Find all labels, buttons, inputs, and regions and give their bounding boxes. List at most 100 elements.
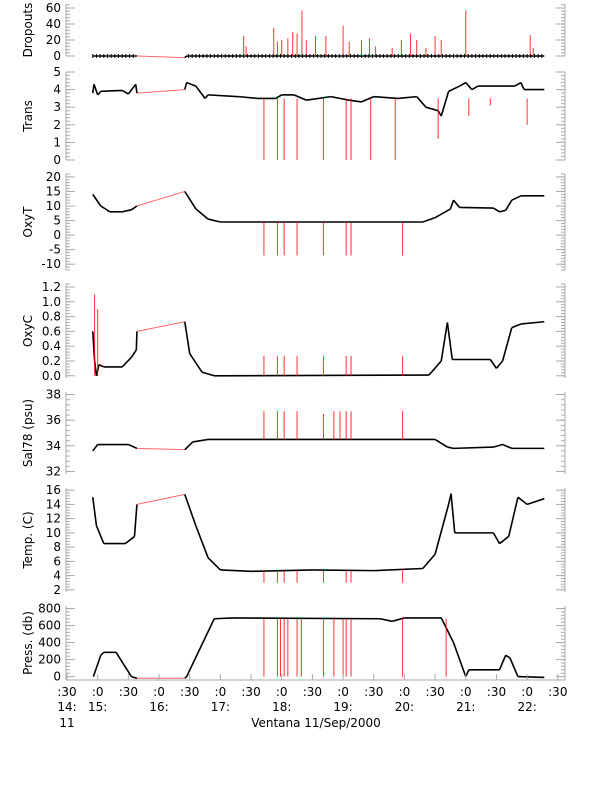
x-tick-minute: :0 (92, 685, 104, 699)
x-tick-hour: 18: (272, 700, 291, 714)
series-line-segment (207, 218, 221, 223)
series-line-segment (422, 553, 436, 570)
y-tick-label: 14 (46, 497, 61, 511)
series-line-segment (124, 535, 135, 545)
x-tick-minute: :30 (180, 685, 199, 699)
series-line-segment (184, 676, 188, 679)
series-line-segment (452, 199, 461, 208)
x-tick-minute: :30 (487, 685, 506, 699)
y-tick-label: 16 (46, 483, 61, 497)
x-tick-minute: :0 (153, 685, 165, 699)
y-tick-label: 1 (53, 135, 61, 149)
series-line-segment (232, 617, 380, 620)
x-tick-hour: 20: (395, 700, 414, 714)
series-line-segment (450, 493, 456, 533)
y-tick-label: 34 (46, 439, 61, 453)
series-line-segment (434, 504, 450, 555)
series-line-segment (207, 557, 221, 571)
y-tick-label: 600 (38, 619, 61, 633)
series-line-segment (275, 94, 283, 100)
y-tick-label: 15 (46, 184, 61, 198)
x-tick-minute: :30 (425, 685, 444, 699)
x-tick-hour: 14: (57, 700, 76, 714)
series-line-segment (499, 209, 506, 213)
y-tick-label: 5 (53, 65, 61, 79)
series-line-segment (505, 654, 511, 659)
y-tick-label: -10 (41, 257, 61, 271)
series-line-segment (92, 444, 99, 452)
series-line-segment (100, 651, 105, 656)
series-line-segment (425, 106, 439, 112)
series-line-segment (128, 443, 138, 450)
y-tick-label: 1.2 (42, 280, 61, 294)
series-line-segment (434, 208, 451, 219)
series-line-segment (184, 82, 188, 90)
gap-line-segment (136, 493, 185, 505)
series-line-segment (526, 497, 545, 506)
y-axis-label: OxyT (21, 206, 35, 238)
series-line-segment (459, 81, 467, 87)
series-line-segment (440, 617, 455, 643)
series-line-segment (504, 199, 513, 211)
y-tick-label: 6 (53, 554, 61, 568)
series-line-segment (361, 95, 375, 103)
x-tick-hour: 16: (149, 700, 168, 714)
series-line-segment (373, 95, 399, 100)
x-tick-hour: 21: (456, 700, 475, 714)
series-line-segment (416, 96, 427, 108)
series-line-segment (201, 371, 215, 377)
y-tick-label: 0 (53, 153, 61, 167)
x-tick-minute: :30 (548, 685, 567, 699)
y-tick-label: 38 (46, 388, 61, 402)
series-line-segment (509, 657, 519, 677)
y-tick-label: 3 (53, 100, 61, 114)
y-axis-label: OxyC (21, 315, 35, 347)
series-line-segment (192, 438, 209, 443)
y-axis-label: Press. (db) (21, 611, 35, 675)
series-line-segment (208, 94, 239, 98)
series-line-segment (391, 617, 405, 623)
x-tick-minute: :30 (119, 685, 138, 699)
gap-line-segment (136, 55, 185, 59)
series-line-segment (422, 216, 436, 223)
x-tick-minute: :30 (57, 685, 76, 699)
series-line-segment (186, 81, 197, 87)
series-line-segment (91, 497, 98, 526)
series-line-segment (398, 95, 417, 100)
series-line-segment (220, 569, 252, 573)
y-tick-label: 200 (38, 653, 61, 667)
y-tick-label: 60 (46, 1, 61, 15)
series-line-segment (195, 208, 209, 220)
series-line-segment (452, 642, 467, 677)
series-line-segment (97, 90, 102, 96)
x-tick-hour: 22: (517, 700, 536, 714)
series-line-segment (293, 94, 307, 101)
series-line-segment (185, 618, 215, 677)
y-tick-label: 0.6 (42, 324, 61, 338)
series-line-segment (134, 84, 138, 94)
series-line-segment (517, 675, 545, 679)
series-line-segment (184, 441, 194, 451)
y-tick-label: 20 (46, 170, 61, 184)
series-line-segment (130, 205, 138, 211)
y-tick-label: 0.8 (42, 310, 61, 324)
y-axis-label: Trans (21, 100, 35, 133)
series-line-segment (493, 443, 503, 448)
series-line-segment (520, 320, 545, 325)
series-line-segment (121, 356, 132, 368)
series-line-segment (495, 360, 504, 369)
series-line-segment (507, 497, 519, 537)
x-tick-hour: 15: (88, 700, 107, 714)
y-tick-label: 32 (46, 464, 61, 478)
series-line-segment (95, 525, 105, 544)
y-tick-label: 0 (53, 670, 61, 684)
series-line-segment (135, 331, 138, 350)
series-line-segment (204, 94, 209, 99)
y-tick-label: 800 (38, 602, 61, 616)
y-tick-label: 2 (53, 118, 61, 132)
y-axis-label: Temp. (C) (21, 511, 35, 569)
series-line-segment (312, 569, 374, 572)
series-line-segment (465, 82, 473, 91)
series-line-segment (453, 446, 494, 450)
y-tick-label: 4 (53, 569, 61, 583)
